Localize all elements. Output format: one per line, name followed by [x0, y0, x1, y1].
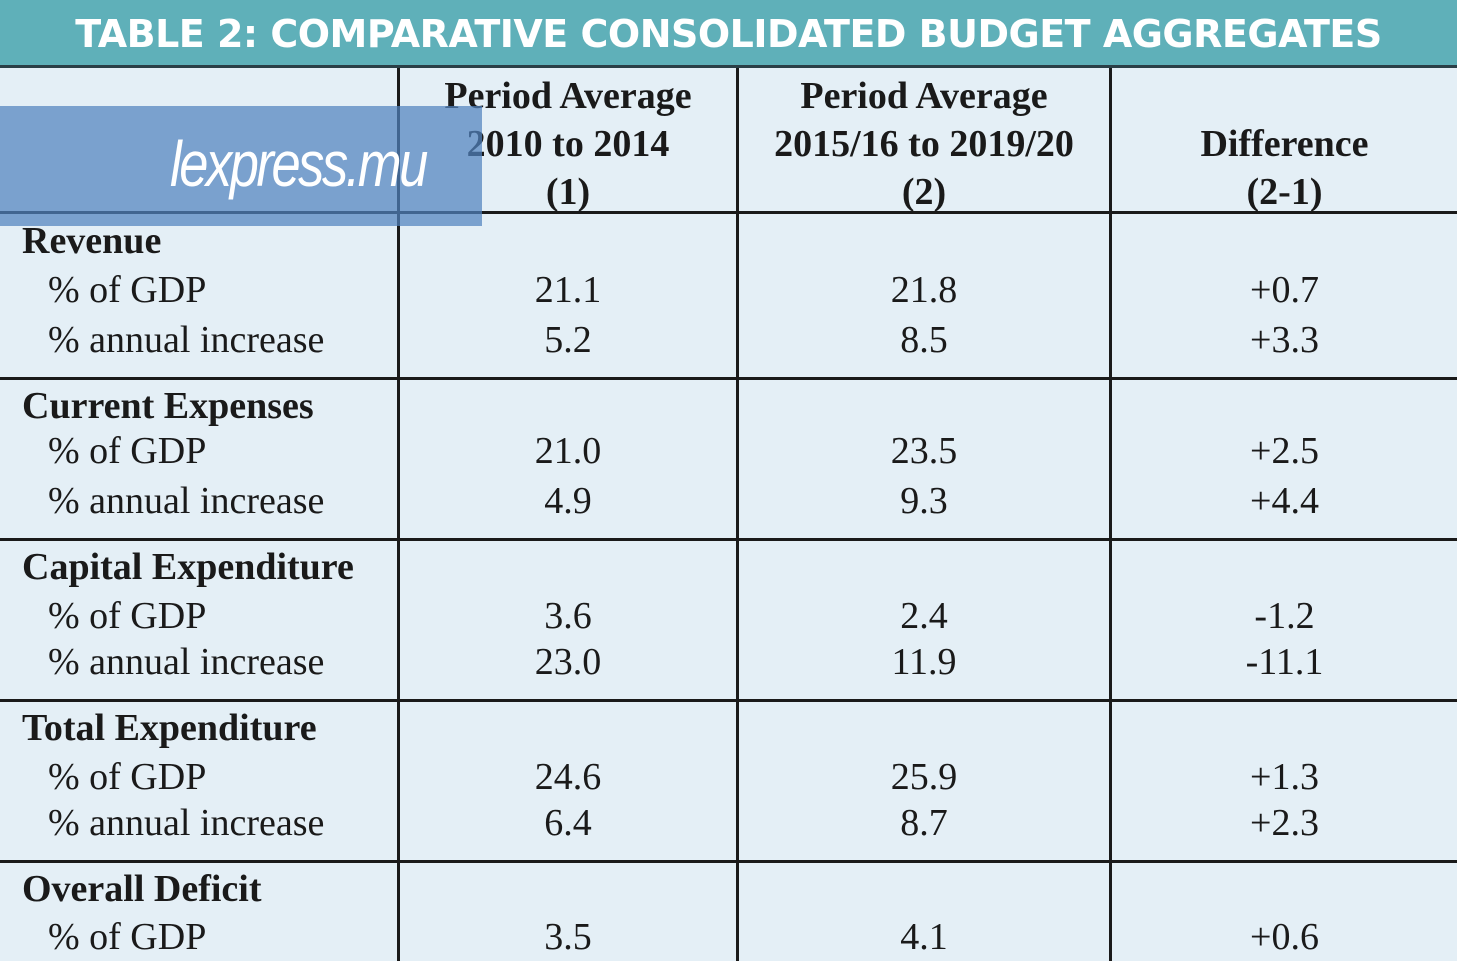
section-divider: [0, 860, 1457, 863]
section-title-overall-deficit: Overall Deficit: [22, 868, 262, 910]
table-cell: 21.0: [534, 430, 602, 472]
row-label: % of GDP: [48, 595, 207, 637]
table-cell: +0.6: [1250, 916, 1319, 958]
header-divider: [0, 211, 1457, 214]
table-cell: 4.1: [900, 916, 948, 958]
section-title-total-expenditure: Total Expenditure: [22, 707, 317, 749]
column-divider: [1109, 68, 1112, 961]
table-cell: -1.2: [1254, 595, 1315, 637]
header-line: Difference: [1200, 123, 1369, 165]
budget-table: Period Average 2010 to 2014 (1) Period A…: [0, 68, 1457, 961]
row-label: % annual increase: [48, 802, 325, 844]
table-title: TABLE 2: COMPARATIVE CONSOLIDATED BUDGET…: [0, 0, 1457, 68]
table-cell: +2.5: [1250, 430, 1319, 472]
table-cell: 8.5: [900, 319, 948, 361]
section-divider: [0, 377, 1457, 380]
section-title-current-expenses: Current Expenses: [22, 385, 314, 427]
table-cell: +4.4: [1250, 480, 1319, 522]
table-cell: 5.2: [544, 319, 592, 361]
column-header-period-2: Period Average 2015/16 to 2019/20 (2): [739, 72, 1109, 216]
table-cell: 11.9: [891, 641, 957, 683]
table-cell: 3.5: [544, 916, 592, 958]
table-cell: +0.7: [1250, 269, 1319, 311]
table-cell: 2.4: [900, 595, 948, 637]
table-cell: +3.3: [1250, 319, 1319, 361]
table-cell: 6.4: [544, 802, 592, 844]
column-divider: [397, 68, 400, 961]
row-label: % annual increase: [48, 480, 325, 522]
table-cell: 21.1: [534, 269, 602, 311]
column-divider: [736, 68, 739, 961]
watermark-text: lexpress.mu: [170, 128, 428, 200]
section-title-capital-expenditure: Capital Expenditure: [22, 546, 354, 588]
table-cell: 23.5: [890, 430, 958, 472]
table-cell: 8.7: [900, 802, 948, 844]
row-label: % of GDP: [48, 269, 207, 311]
header-line: 2010 to 2014: [466, 123, 670, 165]
table-cell: 21.8: [890, 269, 958, 311]
table-cell: 24.6: [534, 756, 602, 798]
row-label: % of GDP: [48, 430, 207, 472]
header-line: (1): [545, 171, 591, 213]
row-label: % of GDP: [48, 916, 207, 958]
section-divider: [0, 699, 1457, 702]
table-cell: -11.1: [1245, 641, 1324, 683]
table-cell: +1.3: [1250, 756, 1319, 798]
section-title-revenue: Revenue: [22, 220, 162, 262]
table-cell: 4.9: [544, 480, 592, 522]
column-header-difference: Difference (2-1): [1112, 120, 1457, 216]
table-cell: 25.9: [890, 756, 958, 798]
row-label: % annual increase: [48, 319, 325, 361]
section-divider: [0, 538, 1457, 541]
header-line: (2-1): [1246, 171, 1323, 213]
header-line: Period Average: [800, 75, 1048, 117]
table-cell: 3.6: [544, 595, 592, 637]
row-label: % annual increase: [48, 641, 325, 683]
table-cell: 23.0: [534, 641, 602, 683]
header-line: 2015/16 to 2019/20: [774, 123, 1074, 165]
table-cell: +2.3: [1250, 802, 1319, 844]
table-cell: 9.3: [900, 480, 948, 522]
watermark-logo: lexpress.mu: [0, 106, 482, 226]
header-line: (2): [901, 171, 947, 213]
header-line: Period Average: [444, 75, 692, 117]
column-header-period-1: Period Average 2010 to 2014 (1): [400, 72, 736, 216]
row-label: % of GDP: [48, 756, 207, 798]
